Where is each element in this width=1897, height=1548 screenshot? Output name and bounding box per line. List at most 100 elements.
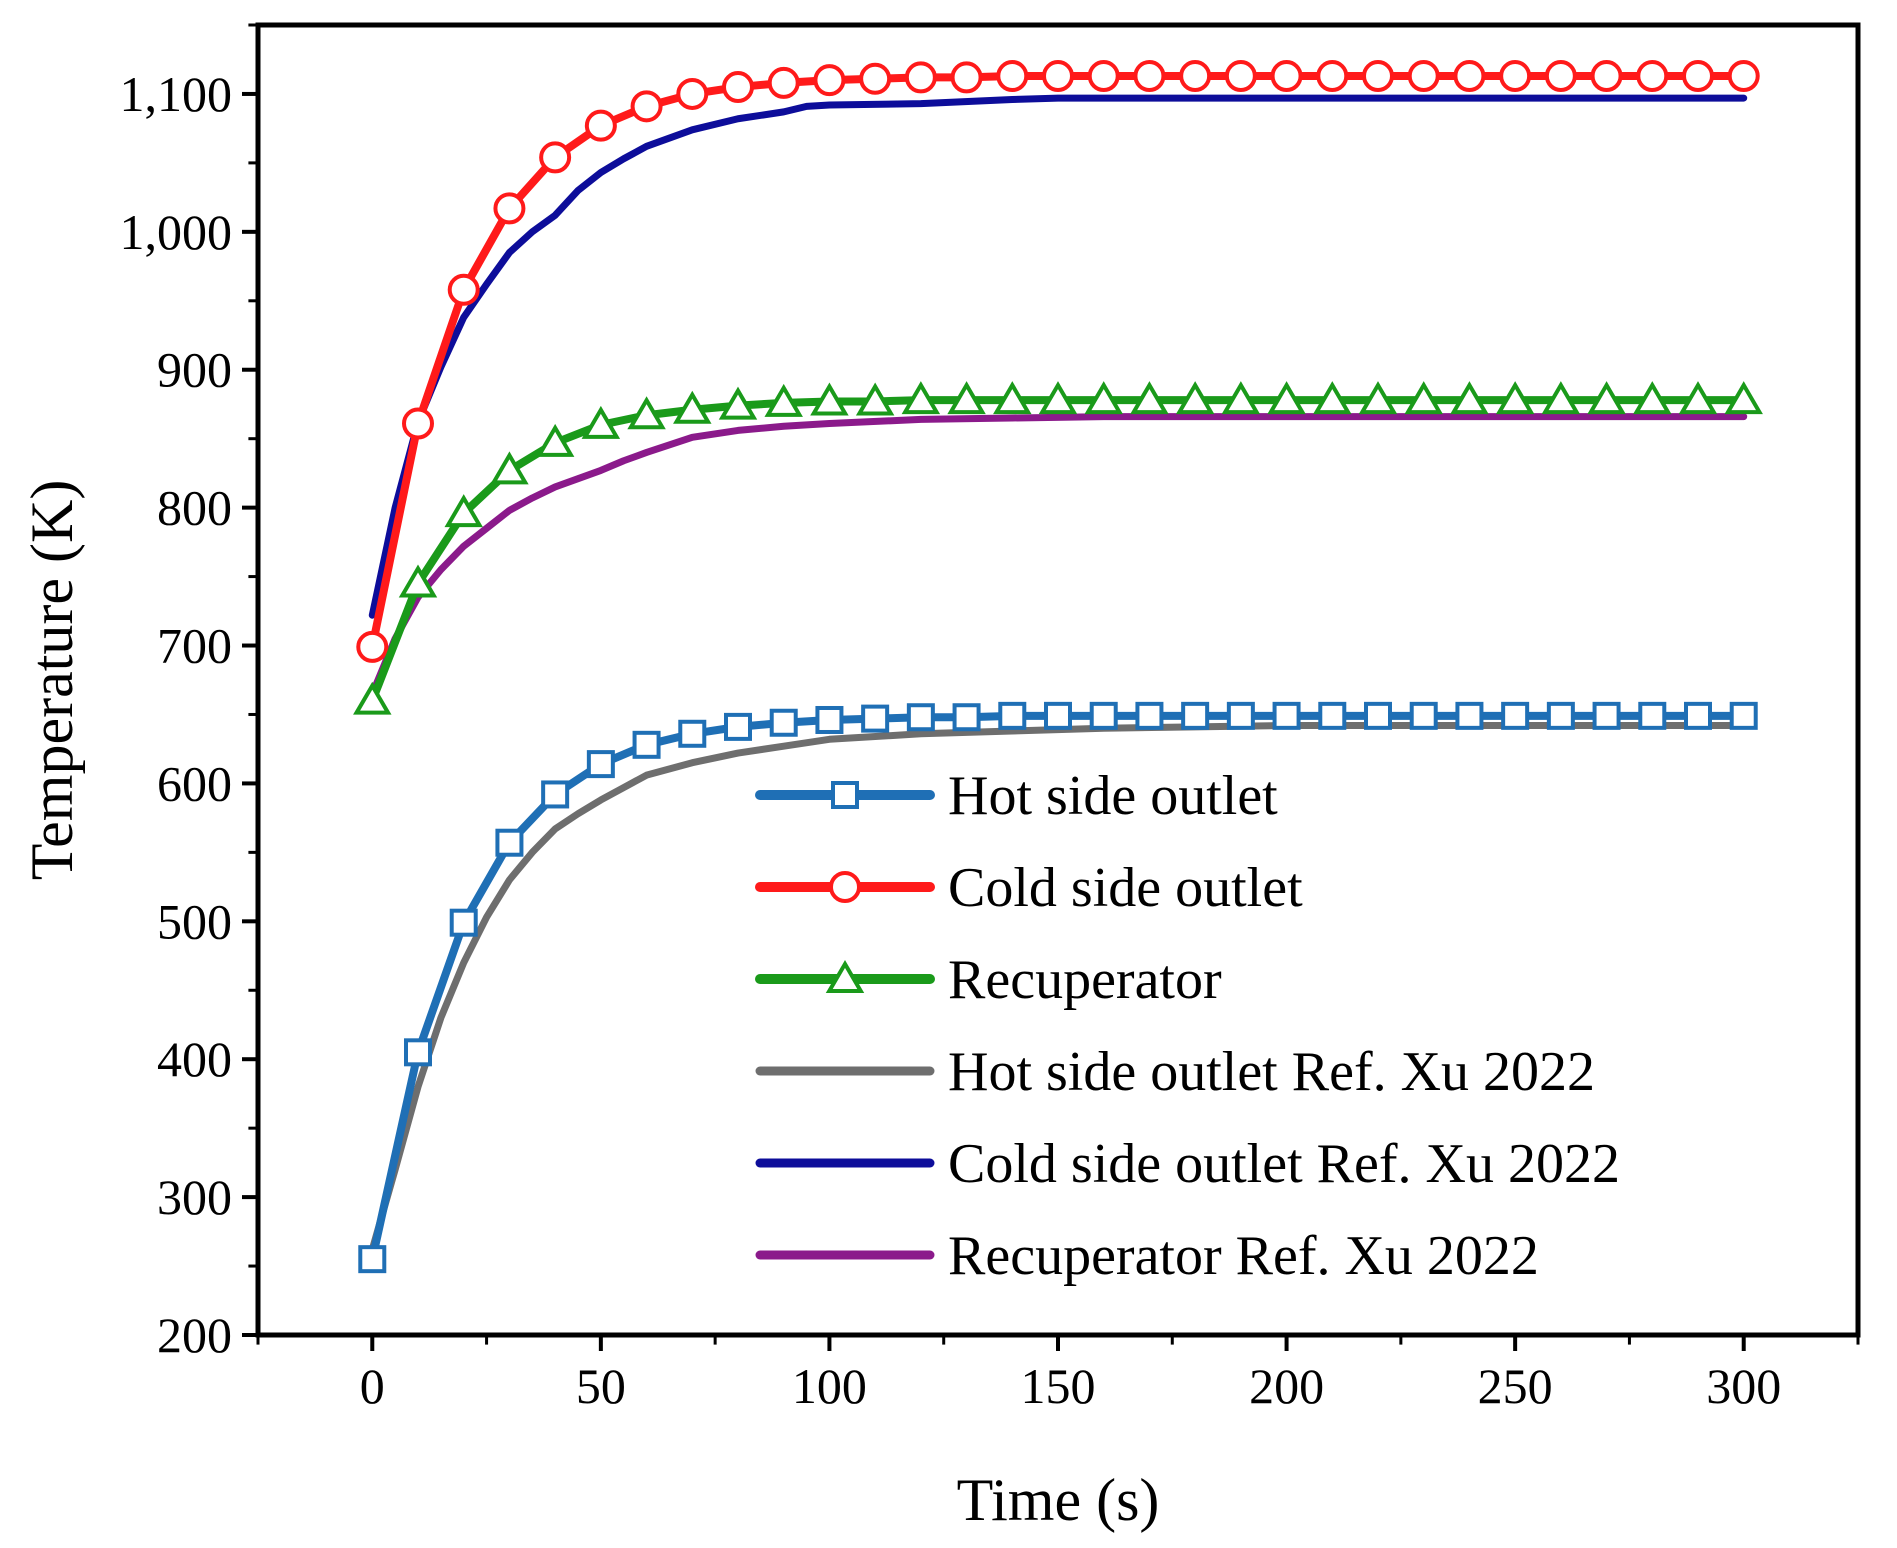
data-point xyxy=(1226,701,1255,730)
series-recuperator xyxy=(353,381,1763,715)
data-point xyxy=(1133,60,1166,93)
data-point xyxy=(1362,60,1394,93)
x-tick-label: 150 xyxy=(1021,1358,1096,1414)
data-point xyxy=(1358,381,1398,415)
data-point xyxy=(447,273,480,306)
legend-label: Hot side outlet Ref. Xu 2022 xyxy=(948,1041,1595,1103)
data-point xyxy=(815,705,844,734)
data-point xyxy=(630,90,663,123)
y-tick-label: 1,100 xyxy=(120,66,233,122)
data-point xyxy=(947,381,986,415)
data-point xyxy=(1724,381,1763,415)
legend-item: Cold side outlet xyxy=(755,857,1303,919)
x-tick-label: 50 xyxy=(576,1358,626,1414)
series-cold-side-outlet-ref-xu-2022 xyxy=(368,94,1748,619)
legend: Hot side outlet Cold side outlet Recuperat… xyxy=(755,765,1620,1287)
data-point xyxy=(950,61,983,94)
data-point xyxy=(993,381,1032,415)
series-line xyxy=(368,94,1748,619)
data-point xyxy=(539,141,572,174)
data-point xyxy=(1175,381,1215,415)
y-axis-title: Temperature (K) xyxy=(19,480,85,881)
data-point xyxy=(1455,701,1484,730)
data-point xyxy=(1044,701,1072,730)
legend-marker xyxy=(831,781,859,809)
y-tick-label: 600 xyxy=(157,755,232,811)
data-point xyxy=(1313,381,1352,415)
data-point xyxy=(1678,381,1718,415)
data-point xyxy=(724,712,752,741)
data-point xyxy=(404,1038,432,1067)
data-point xyxy=(1181,701,1210,730)
data-point xyxy=(1404,381,1443,415)
data-point xyxy=(449,908,478,937)
x-tick-label: 100 xyxy=(792,1358,867,1414)
data-point xyxy=(1087,60,1120,93)
data-point xyxy=(1407,60,1440,93)
y-tick-label: 1,000 xyxy=(120,204,233,260)
legend-marker xyxy=(829,871,861,903)
data-point xyxy=(353,681,392,715)
data-point xyxy=(1546,701,1575,730)
data-point xyxy=(901,381,941,415)
data-point xyxy=(859,62,892,95)
data-point xyxy=(855,382,895,416)
data-point xyxy=(906,703,935,732)
series-recuperator-ref-xu-2022 xyxy=(368,413,1748,698)
legend-item: Hot side outlet Ref. Xu 2022 xyxy=(755,1041,1595,1103)
data-point xyxy=(1364,701,1392,730)
data-point xyxy=(535,423,575,457)
legend-label: Recuperator xyxy=(948,949,1222,1011)
y-tick-label: 200 xyxy=(157,1307,232,1363)
legend-item: Recuperator Ref. Xu 2022 xyxy=(755,1225,1539,1287)
data-point xyxy=(904,61,937,94)
x-axis-title: Time (s) xyxy=(957,1467,1160,1533)
data-point xyxy=(632,730,661,759)
legend-label: Hot side outlet xyxy=(948,765,1278,827)
data-point xyxy=(541,780,570,809)
data-point xyxy=(1084,381,1123,415)
data-point xyxy=(627,396,666,430)
data-point xyxy=(1038,381,1078,415)
data-point xyxy=(1682,60,1714,93)
legend-marker xyxy=(825,960,865,993)
data-point xyxy=(1501,701,1530,730)
legend-label: Cold side outlet Ref. Xu 2022 xyxy=(948,1133,1620,1195)
data-point xyxy=(998,701,1027,730)
data-point xyxy=(1272,701,1301,730)
data-point xyxy=(1221,381,1261,415)
data-point xyxy=(1270,60,1303,93)
y-tick-label: 300 xyxy=(157,1169,232,1225)
data-point xyxy=(1638,701,1667,730)
data-point xyxy=(1684,701,1712,730)
data-point xyxy=(495,828,524,857)
data-point xyxy=(996,60,1029,93)
data-point xyxy=(1544,60,1577,93)
data-point xyxy=(769,708,798,737)
data-point xyxy=(1042,60,1074,93)
data-point xyxy=(356,630,389,663)
data-point xyxy=(767,66,800,99)
legend-item: Cold side outlet Ref. Xu 2022 xyxy=(755,1133,1620,1195)
series-line xyxy=(368,722,1748,1254)
y-tick-label: 500 xyxy=(157,893,232,949)
data-point xyxy=(493,192,526,225)
data-point xyxy=(358,1245,387,1274)
ticks-layer: 0 50 100 150 200 250 300 200 300 400 500 600 700 800 9… xyxy=(120,23,1860,1414)
series-layer xyxy=(353,60,1763,1274)
data-point xyxy=(402,407,434,440)
series-hot-side-outlet-ref-xu-2022 xyxy=(368,722,1748,1254)
series-hot-side-outlet xyxy=(358,701,1758,1274)
data-point xyxy=(398,564,438,598)
x-tick-label: 250 xyxy=(1478,1358,1553,1414)
data-point xyxy=(1450,381,1489,415)
data-point xyxy=(1224,60,1257,93)
data-point xyxy=(718,386,758,420)
x-tick-label: 0 xyxy=(360,1358,385,1414)
data-point xyxy=(1179,60,1212,93)
data-point xyxy=(1267,381,1306,415)
data-point xyxy=(1636,60,1669,93)
data-point xyxy=(1495,381,1535,415)
